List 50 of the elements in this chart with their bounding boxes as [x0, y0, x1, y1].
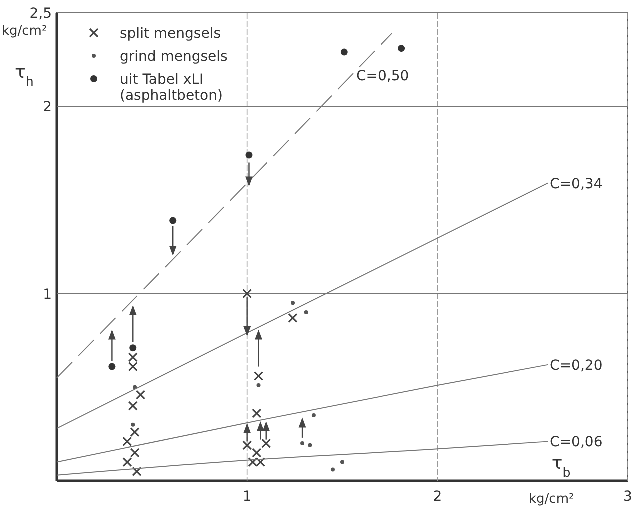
point — [254, 371, 264, 381]
point — [133, 385, 138, 390]
x-axis-title: τ$_{b}$ — [552, 453, 571, 480]
point — [246, 152, 253, 159]
point — [130, 448, 140, 458]
x-tick-label: 1 — [242, 489, 252, 505]
line-series — [56, 364, 549, 463]
series-label: C=0,34 — [550, 176, 603, 192]
point — [252, 408, 262, 418]
point — [312, 413, 316, 418]
series-label: C=0,50 — [356, 68, 410, 85]
y-tick-label: 2 — [43, 100, 52, 116]
x-tick-label: 2 — [433, 489, 442, 505]
point — [398, 45, 406, 52]
legend-label: split mengsels — [120, 26, 222, 42]
y-axis-title: τ$_{h}$ — [15, 62, 34, 88]
line-series — [56, 441, 549, 476]
point — [340, 48, 348, 56]
point — [242, 440, 252, 450]
y-tick-label: 1 — [43, 286, 52, 303]
point — [300, 442, 305, 446]
point — [128, 362, 138, 372]
point — [128, 401, 138, 411]
text: kg/cm² — [2, 24, 48, 39]
point — [252, 448, 262, 458]
series-label: C=0,06 — [550, 434, 603, 451]
point — [170, 217, 177, 224]
legend-label: uit Tabel xLI (asphaltbeton) — [120, 72, 223, 104]
text: kg/cm² — [529, 492, 574, 507]
point — [340, 460, 344, 464]
point — [122, 436, 132, 446]
y-tick-label: 2,5 — [30, 6, 52, 22]
point — [130, 344, 137, 352]
point — [132, 466, 142, 476]
point — [128, 352, 138, 362]
point — [131, 422, 136, 427]
point — [242, 289, 252, 299]
point — [256, 384, 261, 388]
point — [304, 310, 308, 315]
point — [288, 313, 298, 323]
point — [108, 363, 116, 370]
point — [308, 443, 312, 448]
point — [122, 457, 132, 468]
legend-label: grind mengsels — [120, 49, 228, 65]
series-label: C=0,20 — [550, 358, 603, 374]
point — [291, 301, 296, 306]
point — [136, 390, 146, 400]
point — [130, 428, 140, 438]
x-tick-label: 3 — [624, 489, 632, 505]
point — [330, 468, 335, 472]
